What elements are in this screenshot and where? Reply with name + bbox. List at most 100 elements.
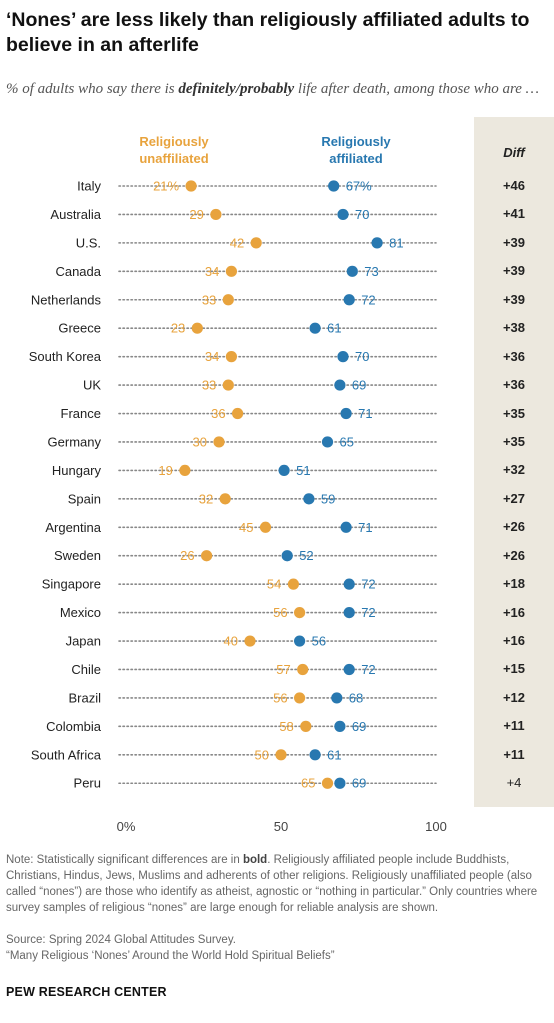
affiliated-value-label: 68: [349, 690, 363, 705]
x-tick-label: 100: [425, 819, 447, 834]
affiliated-dot: [340, 521, 352, 533]
country-label: Australia: [50, 207, 101, 222]
unaffiliated-value-label: 32: [199, 491, 213, 506]
country-label: Canada: [55, 264, 101, 279]
affiliated-dot: [340, 407, 352, 420]
affiliated-value-label: 52: [299, 548, 313, 563]
unaffiliated-dot: [250, 237, 262, 249]
unaffiliated-dot: [191, 322, 203, 334]
affiliated-value-label: 69: [352, 719, 366, 734]
unaffiliated-dot: [275, 749, 287, 761]
diff-header: Diff: [503, 145, 525, 160]
unaffiliated-dot: [287, 578, 299, 590]
country-label: UK: [83, 378, 101, 393]
subtitle-emphasis: definitely/probably: [178, 81, 295, 97]
unaffiliated-value-label: 50: [255, 747, 269, 762]
unaffiliated-value-label: 40: [224, 634, 238, 649]
country-label: Germany: [48, 434, 102, 449]
diff-value: +16: [502, 604, 526, 620]
affiliated-value-label: 51: [296, 463, 310, 478]
diff-value: +36: [502, 348, 526, 364]
affiliated-dot: [278, 464, 290, 476]
unaffiliated-value-label: 23: [171, 321, 185, 336]
diff-value: +26: [502, 547, 526, 563]
unaffiliated-dot: [294, 692, 306, 704]
country-label: Mexico: [60, 605, 101, 620]
x-tick-label: 50: [274, 819, 288, 834]
unaffiliated-value-label: 36: [211, 406, 225, 421]
affiliated-dot: [371, 237, 383, 249]
country-label: Italy: [77, 179, 101, 194]
unaffiliated-dot: [185, 180, 197, 192]
diff-value: +11: [503, 718, 525, 734]
country-label: U.S.: [76, 235, 101, 250]
diff-value: +27: [502, 490, 526, 506]
affiliated-dot: [343, 294, 355, 306]
affiliated-value-label: 65: [340, 434, 354, 449]
dot-plot: Italy 21% 67% Australia 29 70 U.S. 42 81 Canada 34…: [29, 179, 447, 835]
diff-value: +15: [502, 661, 526, 677]
affiliated-value-label: 72: [361, 662, 375, 677]
unaffiliated-value-label: 29: [189, 207, 203, 222]
note-pre: Note: Statistically significant differen…: [6, 854, 243, 866]
affiliated-dot: [343, 663, 355, 676]
country-label: Brazil: [68, 690, 101, 705]
country-label: France: [61, 406, 101, 421]
affiliated-dot: [334, 777, 346, 789]
x-tick-label: 0%: [117, 819, 136, 834]
chart-title: ‘Nones’ are less likely than religiously…: [6, 9, 530, 56]
diff-value: +41: [502, 206, 526, 222]
affiliated-value-label: 71: [358, 406, 372, 421]
diff-value: +18: [502, 576, 526, 592]
affiliated-value-label: 71: [358, 520, 372, 535]
unaffiliated-value-label: 34: [205, 264, 219, 279]
diff-column-background: [474, 117, 554, 807]
affiliated-value-label: 73: [364, 264, 378, 279]
diff-value: +26: [502, 519, 526, 535]
unaffiliated-dot: [222, 294, 234, 306]
affiliated-value-label: 81: [389, 235, 403, 250]
affiliated-dot: [294, 635, 306, 647]
affiliated-value-label: 67%: [346, 179, 372, 194]
country-label: South Africa: [31, 747, 102, 762]
diff-value: +46: [502, 178, 526, 193]
country-label: South Korea: [29, 349, 102, 364]
unaffiliated-dot: [210, 208, 222, 221]
diff-value: +36: [502, 377, 526, 393]
unaffiliated-dot: [300, 720, 312, 732]
unaffiliated-dot: [232, 407, 244, 420]
chart-subtitle: % of adults who say there is definitely/…: [6, 79, 546, 99]
affiliated-dot: [334, 379, 346, 391]
country-label: Singapore: [42, 577, 101, 592]
note-bold: bold: [242, 854, 268, 866]
affiliated-dot: [309, 322, 321, 334]
affiliated-dot: [281, 550, 293, 562]
unaffiliated-value-label: 65: [301, 776, 315, 791]
affiliated-dot: [334, 720, 346, 732]
affiliated-value-label: 72: [361, 292, 375, 307]
diff-value: +38: [502, 320, 526, 336]
unaffiliated-value-label: 56: [273, 690, 287, 705]
affiliated-value-label: 72: [361, 605, 375, 620]
country-label: Sweden: [54, 548, 101, 563]
legend-unaffiliated: Religiously unaffiliated: [139, 134, 209, 166]
unaffiliated-value-label: 57: [276, 662, 290, 677]
unaffiliated-dot: [225, 351, 237, 363]
diff-value: +39: [502, 263, 526, 279]
affiliated-value-label: 70: [355, 207, 369, 222]
note: Note: Statistically significant differen…: [6, 852, 551, 916]
unaffiliated-dot: [201, 550, 213, 562]
unaffiliated-value-label: 34: [205, 349, 219, 364]
unaffiliated-value-label: 26: [180, 548, 194, 563]
diff-value: +4: [506, 775, 522, 791]
unaffiliated-value-label: 30: [193, 434, 207, 449]
unaffiliated-dot: [222, 379, 234, 391]
country-label: Argentina: [45, 520, 101, 535]
country-label: Chile: [71, 662, 101, 677]
affiliated-dot: [309, 749, 321, 761]
subtitle-pre: % of adults who say there is: [6, 81, 179, 97]
diff-value: +11: [503, 746, 525, 762]
affiliated-dot: [328, 180, 340, 192]
unaffiliated-value-label: 56: [273, 605, 287, 620]
affiliated-dot: [321, 436, 334, 448]
